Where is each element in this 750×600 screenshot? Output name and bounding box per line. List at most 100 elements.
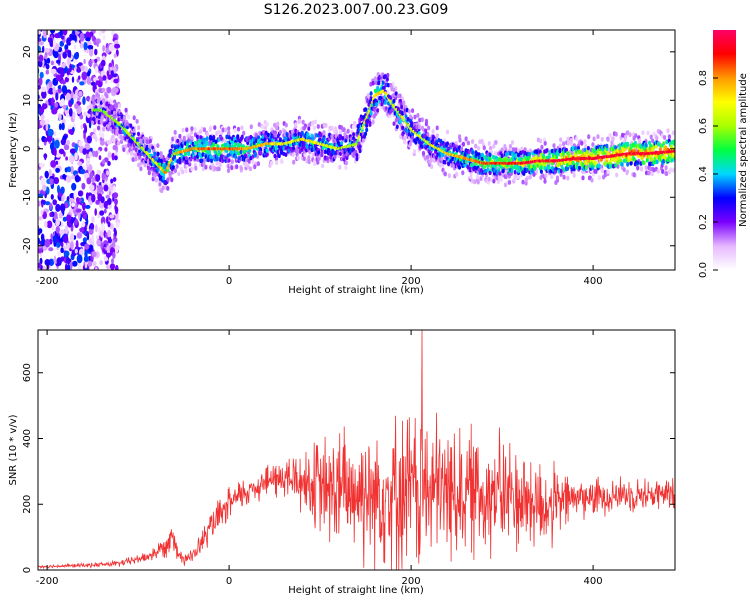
spectrogram-ridge-cell [349,136,353,141]
spectrogram-noise-blob [70,165,74,175]
spectrogram-halo-cell [202,157,206,163]
spectrogram-noise-blob [113,227,117,233]
spectrogram-ridge-cell [185,156,188,161]
spectrogram-noise-blob [87,113,91,119]
spectrogram-ridge-cell [556,151,560,157]
spectrogram-halo-cell [532,172,536,177]
spectrogram-ridge-cell [361,138,365,143]
spectrogram-noise-blob [91,177,95,184]
spectrogram-image [35,25,675,270]
spectrogram-ridge-cell [244,153,247,158]
spectrogram-noise-blob [56,257,62,266]
spectrogram-ridge-cell [254,138,258,144]
spectrogram-halo-cell [100,94,104,100]
spectrogram-ridge-cell [392,87,396,93]
spectrogram-noise-blob [85,37,91,42]
spectrogram-noise-blob [100,216,106,225]
spectrogram-noise-blob [58,123,62,131]
spectrogram-ridge-cell [480,152,484,158]
spectrogram-halo-cell [492,178,496,184]
spectrogram-ridge-cell [488,170,492,176]
spectrogram-ridge-cell [597,150,601,155]
spectrogram-ridge-cell [488,156,492,162]
spectrogram-halo-cell [543,179,547,184]
spectrogram-halo-cell [559,172,563,177]
spectrogram-halo-cell [455,171,459,177]
spectrogram-noise-blob [38,54,44,62]
spectrogram-ridge-cell [389,109,393,114]
spectrogram-ridge-cell [284,146,288,151]
spectrogram-noise-blob [94,266,98,270]
spectrogram-halo-cell [622,167,626,173]
spectrogram-ridge-cell [333,154,337,160]
spectrogram-noise-blob [42,211,47,220]
spectrogram-noise-blob [85,204,91,209]
spectrogram-noise-blob [97,185,104,193]
spectrogram-ridge-cell [669,144,673,149]
spectrogram-ridge-cell [355,156,359,162]
spectrogram-ridge-cell [460,146,464,152]
spectrogram-noise-blob [107,221,111,228]
spectrogram-ridge-cell [404,114,408,119]
spectrogram-halo-cell [230,159,234,165]
spectrogram-noise-blob [35,152,38,161]
spectrogram-ridge-cell [203,143,207,149]
spectrogram-halo-cell [170,177,174,183]
spectrogram-ridge-cell [622,147,626,152]
spectrogram-halo-cell [539,138,543,144]
spectrogram-noise-blob [62,104,67,109]
spectrogram-noise-blob [82,237,87,244]
spectrogram-halo-cell [651,138,655,144]
spectrogram-noise-blob [50,160,57,168]
spectrogram-ridge-cell [170,161,174,166]
spectrogram-noise-blob [86,76,92,85]
spectrogram-noise-blob [95,173,101,182]
spectrogram-halo-cell [371,119,375,125]
spectrogram-halo-cell [584,144,588,149]
spectrogram-noise-blob [55,226,60,234]
spectrogram-noise-blob [83,42,88,51]
spectrogram-noise-blob [60,241,64,248]
spectrogram-halo-cell [105,93,109,99]
spectrogram-noise-blob [106,25,111,30]
spectrogram-ridge-cell [560,165,564,170]
spectrogram-ridge-cell [554,169,558,174]
spectrogram-ridge-cell [283,136,287,141]
spectrogram-ridge-cell [656,141,660,146]
spectrogram-noise-blob [54,33,61,39]
spectrogram-noise-blob [82,213,87,220]
spectrogram-ridge-cell [517,152,520,158]
spectrogram-halo-cell [445,129,450,135]
spectrogram-noise-blob [70,241,74,250]
spectrogram-x-tick-label: 0 [226,276,232,287]
spectrogram-ridge-cell [330,152,334,157]
spectrogram-ridge-cell [402,101,406,106]
spectrogram-ridge-cell [626,162,630,167]
spectrogram-ridge-cell [650,157,654,162]
spectrogram-ridge-cell [317,150,321,155]
spectrogram-ridge-cell [426,132,430,137]
spectrogram-noise-blob [70,97,74,105]
spectrogram-noise-blob [47,128,54,137]
spectrogram-noise-blob [35,152,38,159]
spectrogram-noise-blob [100,196,105,204]
spectrogram-noise-blob [103,184,109,192]
spectrogram-noise-blob [79,114,84,120]
spectrogram-ridge-cell [535,149,539,155]
spectrogram-noise-blob [114,155,118,161]
spectrogram-noise-blob [60,203,66,213]
spectrogram-ridge-cell [210,155,214,160]
spectrogram-ridge-cell [254,133,258,138]
spectrogram-noise-blob [67,49,70,58]
spectrogram-noise-blob [74,152,78,161]
spectrogram-ridge-cell [508,171,512,177]
spectrogram-noise-blob [109,223,114,230]
spectrogram-noise-blob [73,44,77,50]
spectrogram-halo-cell [135,119,139,124]
spectrogram-noise-blob [39,162,45,168]
spectrogram-halo-cell [581,175,585,181]
spectrogram-halo-cell [200,126,204,132]
spectrogram-halo-cell [570,150,574,156]
spectrogram-noise-blob [38,230,41,236]
spectrogram-noise-blob [41,90,47,99]
